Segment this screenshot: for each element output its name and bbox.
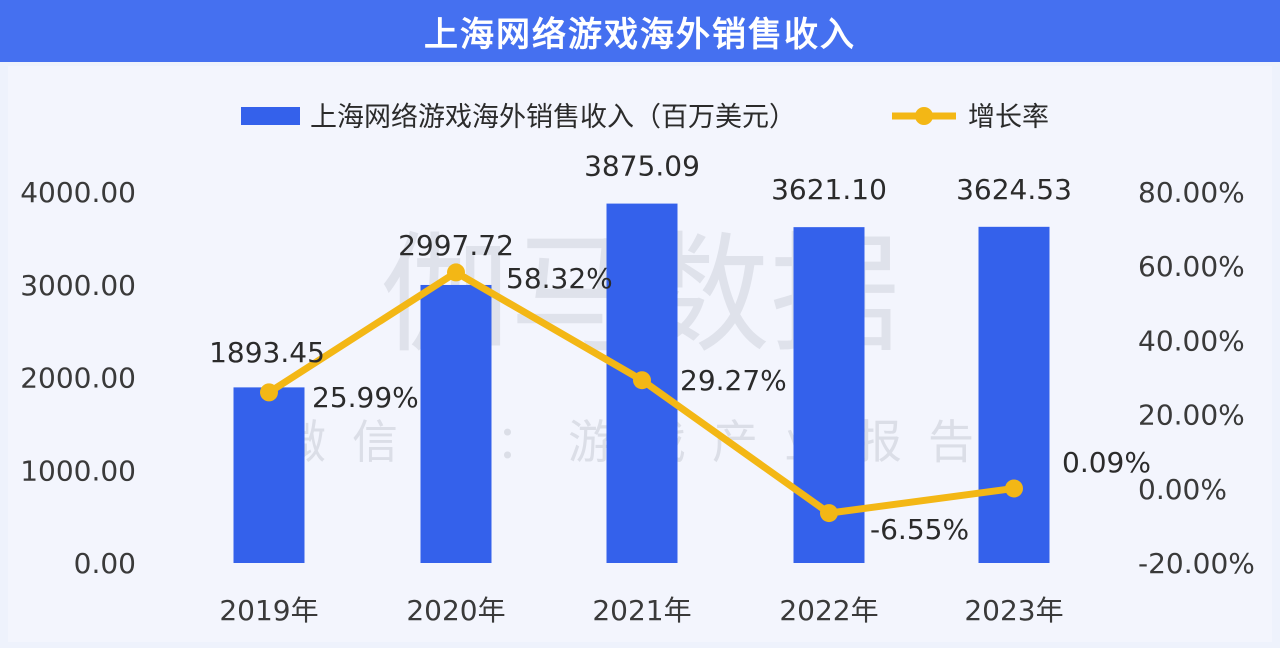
revenue-bar	[978, 226, 1050, 564]
growth-line-series	[260, 263, 1023, 523]
right-axis-tick-label: 80.00%	[1138, 176, 1245, 209]
x-axis-tick-label: 2021年	[592, 594, 691, 627]
legend-bar-swatch	[241, 107, 300, 125]
bar-value-label: 1893.45	[209, 336, 325, 369]
x-axis-tick-label: 2019年	[219, 594, 318, 627]
bar-value-label: 3624.53	[956, 173, 1072, 206]
title-bar: 上海网络游戏海外销售收入	[0, 0, 1280, 62]
right-axis-tick-label: -20.00%	[1138, 547, 1255, 580]
bar-value-label: 3621.10	[771, 173, 887, 206]
chart-title: 上海网络游戏海外销售收入	[424, 14, 856, 55]
right-axis-tick-label: 0.00%	[1138, 473, 1227, 506]
legend-bar-label: 上海网络游戏海外销售收入（百万美元）	[310, 102, 796, 133]
right-axis-tick-label: 40.00%	[1138, 324, 1245, 357]
x-axis-tick-label: 2022年	[779, 594, 878, 627]
growth-value-label: 58.32%	[506, 262, 613, 295]
right-axis-tick-label: 60.00%	[1138, 250, 1245, 283]
growth-value-label: 25.99%	[312, 381, 419, 414]
left-axis-tick-label: 1000.00	[20, 454, 136, 487]
revenue-bar	[233, 387, 305, 563]
x-axis-tick-label: 2020年	[406, 594, 505, 627]
right-axis-tick-label: 20.00%	[1138, 399, 1245, 432]
bar-value-label: 2997.72	[398, 229, 514, 262]
bar-value-label: 3875.09	[584, 150, 700, 183]
growth-value-label: 29.27%	[680, 364, 787, 397]
growth-value-label: -6.55%	[870, 513, 969, 546]
axes: 0.00 1000.00 2000.00 3000.00 4000.00 -20.00% 0…	[20, 176, 1255, 627]
bar-series	[233, 203, 1050, 564]
growth-value-label: 0.09%	[1062, 446, 1151, 479]
legend-line-label: 增长率	[968, 102, 1049, 133]
growth-point	[820, 504, 838, 523]
growth-point	[633, 371, 651, 390]
left-axis-tick-label: 2000.00	[20, 362, 136, 395]
left-axis-tick-label: 3000.00	[20, 269, 136, 302]
legend-line-marker	[915, 107, 933, 125]
growth-point	[260, 383, 278, 402]
growth-point	[1005, 479, 1023, 498]
revenue-bar	[420, 284, 492, 563]
legend: 上海网络游戏海外销售收入（百万美元） 增长率	[241, 102, 1049, 133]
left-axis-tick-label: 0.00	[74, 547, 136, 580]
x-axis-tick-label: 2023年	[964, 594, 1063, 627]
growth-point	[447, 263, 465, 282]
data-labels: 1893.45 2997.72 3875.09 3621.10 3624.53 25.99…	[209, 150, 1151, 546]
left-axis-tick-label: 4000.00	[20, 176, 136, 209]
